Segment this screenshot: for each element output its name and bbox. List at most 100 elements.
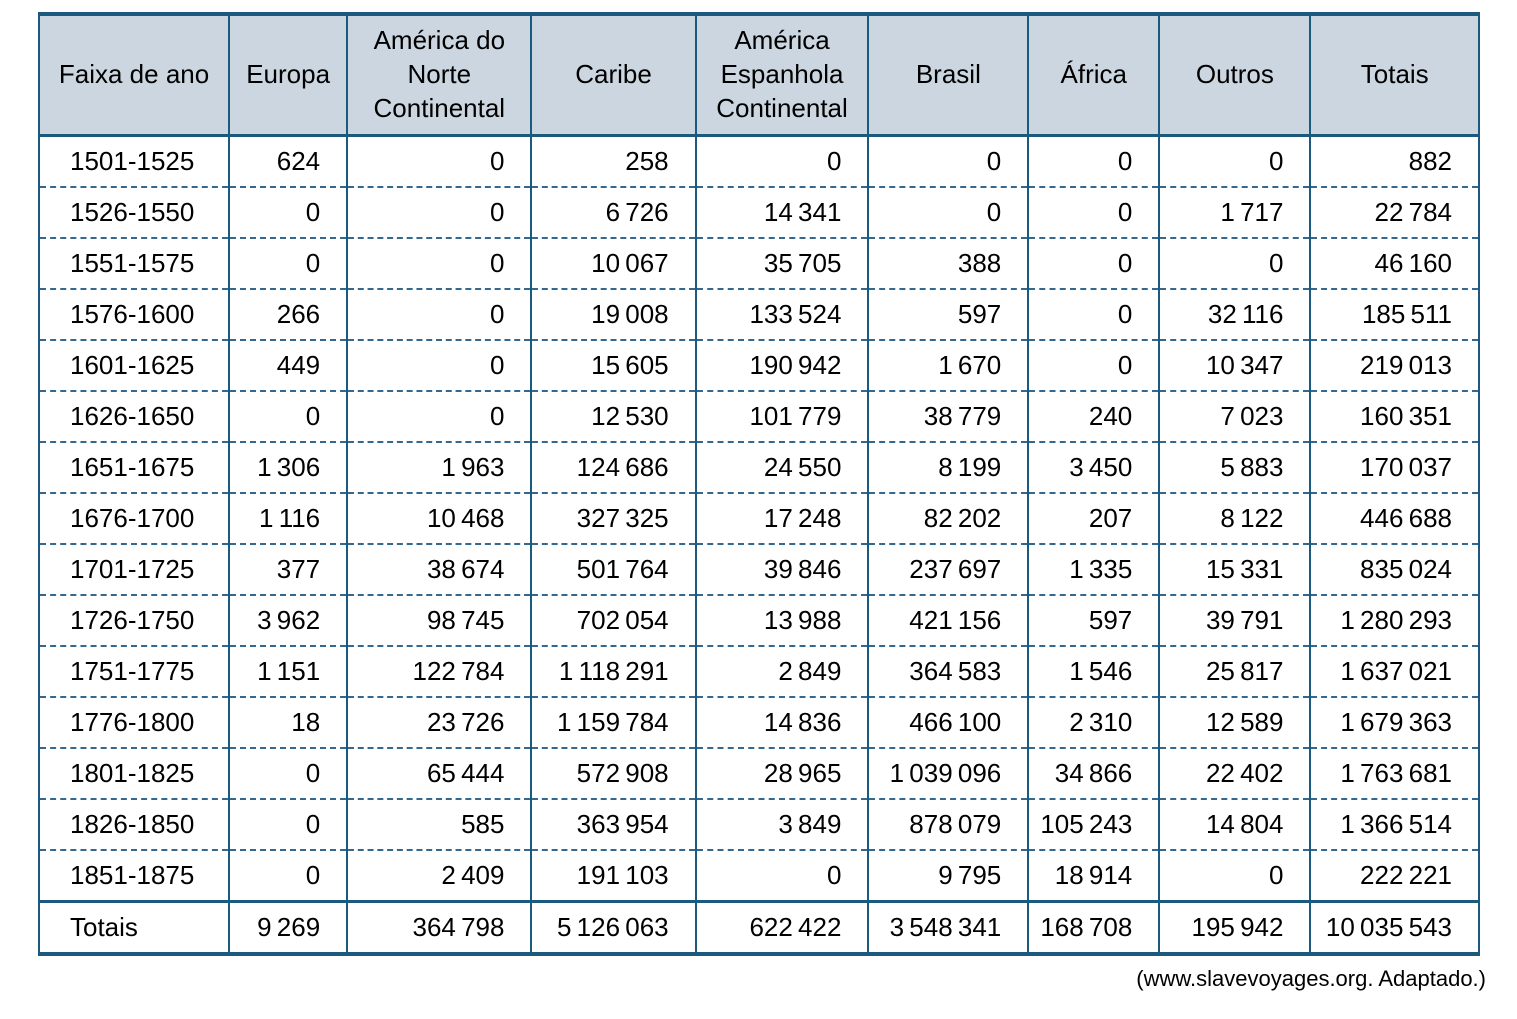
value-cell: 65 444 <box>346 748 532 800</box>
value-cell: 1 306 <box>228 442 348 494</box>
column-header: África <box>1027 14 1160 137</box>
value-cell: 702 054 <box>530 595 696 647</box>
value-cell: 1 670 <box>867 340 1029 392</box>
value-cell: 0 <box>867 135 1029 188</box>
value-cell: 38 674 <box>346 544 532 596</box>
value-cell: 0 <box>1027 340 1160 392</box>
value-cell: 1 280 293 <box>1309 595 1479 647</box>
value-cell: 0 <box>1158 850 1311 903</box>
column-header: Faixa de ano <box>39 14 230 137</box>
value-cell: 168 708 <box>1027 901 1160 954</box>
value-cell: 421 156 <box>867 595 1029 647</box>
table-body: 1501-1525 624 0 258 0 0 0 0 882 1526-1550 0 0 6 726 1… <box>39 135 1479 954</box>
table-row: 1801-1825 0 65 444 572 908 28 965 1 039 096 34… <box>39 748 1479 800</box>
value-cell: 878 079 <box>867 799 1029 851</box>
value-cell: 12 530 <box>530 391 696 443</box>
value-cell: 835 024 <box>1309 544 1479 596</box>
value-cell: 170 037 <box>1309 442 1479 494</box>
value-cell: 2 310 <box>1027 697 1160 749</box>
totals-row: Totais 9 269 364 798 5 126 063 622 422 3 548 … <box>39 901 1479 954</box>
value-cell: 622 422 <box>694 901 869 954</box>
value-cell: 122 784 <box>346 646 532 698</box>
value-cell: 19 008 <box>530 289 696 341</box>
row-label-cell: Totais <box>70 912 138 942</box>
row-label-cell: 1626-1650 <box>39 391 230 443</box>
value-cell: 0 <box>346 135 532 188</box>
value-cell: 82 202 <box>867 493 1029 545</box>
value-cell: 1 637 021 <box>1309 646 1479 698</box>
value-cell: 597 <box>1027 595 1160 647</box>
value-cell: 7 023 <box>1158 391 1311 443</box>
value-cell: 191 103 <box>530 850 696 903</box>
table-row: 1726-1750 3 962 98 745 702 054 13 988 421 156… <box>39 595 1479 647</box>
table-row: 1526-1550 0 0 6 726 14 341 0 0 1 717 22 784 <box>39 187 1479 239</box>
value-cell: 98 745 <box>346 595 532 647</box>
header-row: Faixa de ano Europa América do Norte Conti… <box>39 14 1479 137</box>
value-cell: 1 159 784 <box>530 697 696 749</box>
value-cell: 266 <box>228 289 348 341</box>
value-cell: 39 791 <box>1158 595 1311 647</box>
value-cell: 1 763 681 <box>1309 748 1479 800</box>
table-container: Faixa de ano Europa América do Norte Conti… <box>38 12 1480 956</box>
table-row: 1551-1575 0 0 10 067 35 705 388 0 0 46 160 <box>39 238 1479 290</box>
value-cell: 377 <box>228 544 348 596</box>
value-cell: 32 116 <box>1158 289 1311 341</box>
value-cell: 0 <box>346 289 532 341</box>
row-label-cell: 1851-1875 <box>39 850 230 903</box>
value-cell: 6 726 <box>530 187 696 239</box>
value-cell: 3 548 341 <box>867 901 1029 954</box>
value-cell: 28 965 <box>694 748 869 800</box>
value-cell: 572 908 <box>530 748 696 800</box>
value-cell: 0 <box>346 238 532 290</box>
value-cell: 185 511 <box>1309 289 1479 341</box>
value-cell: 10 347 <box>1158 340 1311 392</box>
data-table: Faixa de ano Europa América do Norte Conti… <box>38 12 1480 956</box>
value-cell: 5 883 <box>1158 442 1311 494</box>
value-cell: 14 341 <box>694 187 869 239</box>
value-cell: 35 705 <box>694 238 869 290</box>
value-cell: 1 366 514 <box>1309 799 1479 851</box>
column-header: Caribe <box>530 14 696 137</box>
value-cell: 101 779 <box>694 391 869 443</box>
value-cell: 0 <box>346 391 532 443</box>
table-row: 1651-1675 1 306 1 963 124 686 24 550 8 199 3 4… <box>39 442 1479 494</box>
value-cell: 327 325 <box>530 493 696 545</box>
source-citation: (www.slavevoyages.org. Adaptado.) <box>1136 966 1486 991</box>
value-cell: 388 <box>867 238 1029 290</box>
value-cell: 0 <box>228 187 348 239</box>
value-cell: 18 914 <box>1027 850 1160 903</box>
row-label-cell: 1726-1750 <box>39 595 230 647</box>
value-cell: 18 <box>228 697 348 749</box>
column-header: Brasil <box>867 14 1029 137</box>
value-cell: 1 717 <box>1158 187 1311 239</box>
row-label-cell: 1826-1850 <box>39 799 230 851</box>
column-header: Europa <box>228 14 348 137</box>
column-header: Totais <box>1309 14 1479 137</box>
column-header: América do Norte Continental <box>346 14 532 137</box>
value-cell: 501 764 <box>530 544 696 596</box>
value-cell: 10 468 <box>346 493 532 545</box>
value-cell: 22 402 <box>1158 748 1311 800</box>
value-cell: 1 151 <box>228 646 348 698</box>
value-cell: 1 118 291 <box>530 646 696 698</box>
value-cell: 258 <box>530 135 696 188</box>
value-cell: 195 942 <box>1158 901 1311 954</box>
value-cell: 23 726 <box>346 697 532 749</box>
value-cell: 14 836 <box>694 697 869 749</box>
column-header: América Espanhola Continental <box>694 14 869 137</box>
value-cell: 0 <box>694 135 869 188</box>
value-cell: 34 866 <box>1027 748 1160 800</box>
row-label-cell: 1551-1575 <box>39 238 230 290</box>
value-cell: 5 126 063 <box>530 901 696 954</box>
value-cell: 0 <box>1027 289 1160 341</box>
value-cell: 1 963 <box>346 442 532 494</box>
value-cell: 585 <box>346 799 532 851</box>
value-cell: 9 269 <box>228 901 348 954</box>
value-cell: 597 <box>867 289 1029 341</box>
value-cell: 363 954 <box>530 799 696 851</box>
value-cell: 0 <box>228 238 348 290</box>
value-cell: 160 351 <box>1309 391 1479 443</box>
table-row: 1501-1525 624 0 258 0 0 0 0 882 <box>39 135 1479 188</box>
value-cell: 22 784 <box>1309 187 1479 239</box>
value-cell: 0 <box>228 850 348 903</box>
